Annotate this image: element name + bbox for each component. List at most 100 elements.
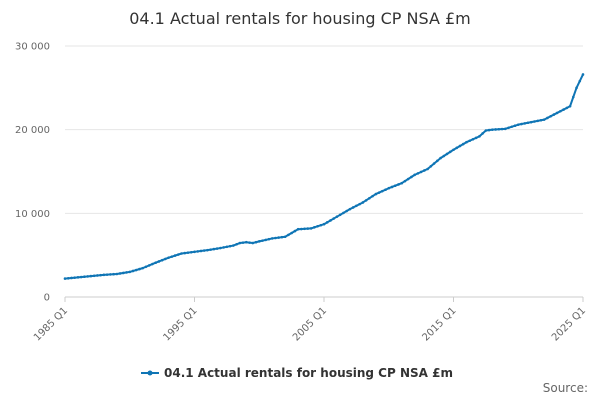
data-point: [215, 247, 219, 250]
data-point: [303, 227, 306, 231]
data-point: [335, 215, 339, 218]
data-point: [546, 116, 549, 120]
data-point: [309, 227, 313, 230]
data-point: [70, 276, 73, 280]
data-point: [89, 274, 93, 278]
data-point: [377, 191, 381, 194]
data-point: [387, 186, 391, 190]
data-point: [154, 261, 157, 265]
data-point: [270, 237, 274, 240]
data-point: [274, 236, 277, 240]
data-point: [322, 222, 326, 226]
data-point: [151, 262, 154, 266]
data-point: [458, 144, 462, 148]
x-tick-label: 1985 Q1: [32, 305, 70, 343]
data-point: [186, 251, 190, 254]
data-point: [225, 245, 229, 249]
data-point: [393, 184, 397, 188]
data-point: [193, 250, 196, 254]
data-point: [209, 248, 212, 251]
data-point: [157, 260, 161, 263]
data-point: [293, 229, 297, 233]
data-point: [251, 241, 255, 245]
data-point: [102, 273, 106, 277]
data-point: [465, 140, 468, 144]
data-point: [277, 236, 280, 239]
data-point: [368, 196, 371, 200]
data-point: [167, 256, 170, 259]
data-point: [109, 273, 112, 276]
data-point: [504, 127, 507, 131]
data-point: [426, 167, 429, 171]
data-point: [219, 246, 222, 250]
data-point: [306, 227, 310, 230]
data-point: [380, 189, 384, 193]
data-point: [419, 170, 423, 174]
data-point: [581, 73, 585, 76]
y-tick-label: 30 000: [15, 42, 50, 53]
data-point: [160, 258, 164, 262]
data-point: [355, 204, 358, 208]
x-tick-label: 1995 Q1: [162, 305, 200, 343]
data-point: [342, 211, 345, 215]
data-point: [403, 179, 407, 183]
data-point: [338, 213, 342, 217]
data-point: [406, 177, 410, 181]
legend[interactable]: 04.1 Actual rentals for housing CP NSA £…: [141, 366, 453, 380]
data-point: [131, 269, 135, 273]
data-point: [413, 173, 416, 177]
data-point: [280, 235, 284, 239]
data-point: [73, 276, 77, 279]
data-point: [232, 244, 235, 247]
data-point: [86, 275, 89, 278]
data-point: [374, 192, 378, 196]
data-point: [536, 119, 539, 123]
x-axis-ticks: 1985 Q1 1995 Q1 2005 Q1 2015 Q1 2025 Q1: [32, 297, 588, 343]
data-point: [177, 253, 180, 256]
y-tick-label: 10 000: [15, 209, 50, 220]
data-point: [461, 142, 465, 146]
data-point: [180, 252, 183, 255]
data-point: [254, 240, 258, 244]
data-point: [290, 231, 293, 235]
data-point: [539, 118, 543, 122]
data-point: [565, 106, 569, 110]
data-point: [578, 79, 582, 83]
data-point: [542, 118, 546, 121]
y-axis-ticks: 0 10 000 20 000 30 000: [15, 42, 50, 304]
data-point: [500, 127, 504, 131]
data-point: [533, 120, 536, 123]
data-point: [507, 126, 510, 130]
data-point: [410, 175, 413, 179]
data-point: [559, 109, 562, 113]
data-point: [562, 108, 565, 111]
data-point: [390, 185, 394, 189]
data-point: [121, 271, 125, 275]
data-point: [348, 207, 352, 211]
data-point: [526, 121, 530, 125]
data-point: [66, 276, 70, 280]
data-point: [199, 249, 203, 253]
data-point: [105, 273, 109, 276]
data-point: [134, 268, 138, 272]
data-point: [202, 249, 206, 252]
data-point: [445, 152, 449, 156]
data-point: [523, 122, 527, 125]
data-point: [329, 219, 332, 222]
data-point: [235, 242, 238, 246]
chart-title: 04.1 Actual rentals for housing CP NSA £…: [129, 9, 471, 28]
data-point: [397, 183, 400, 186]
data-point: [147, 264, 151, 267]
data-point: [83, 275, 86, 279]
data-point: [144, 265, 148, 269]
data-point: [245, 240, 248, 244]
data-point: [296, 227, 300, 231]
data-point: [316, 225, 319, 228]
data-point: [222, 246, 225, 249]
data-point: [439, 156, 442, 160]
data-point: [115, 272, 119, 276]
data-point: [371, 194, 374, 198]
x-tick-label: 2015 Q1: [421, 305, 459, 343]
data-point: [125, 271, 128, 274]
